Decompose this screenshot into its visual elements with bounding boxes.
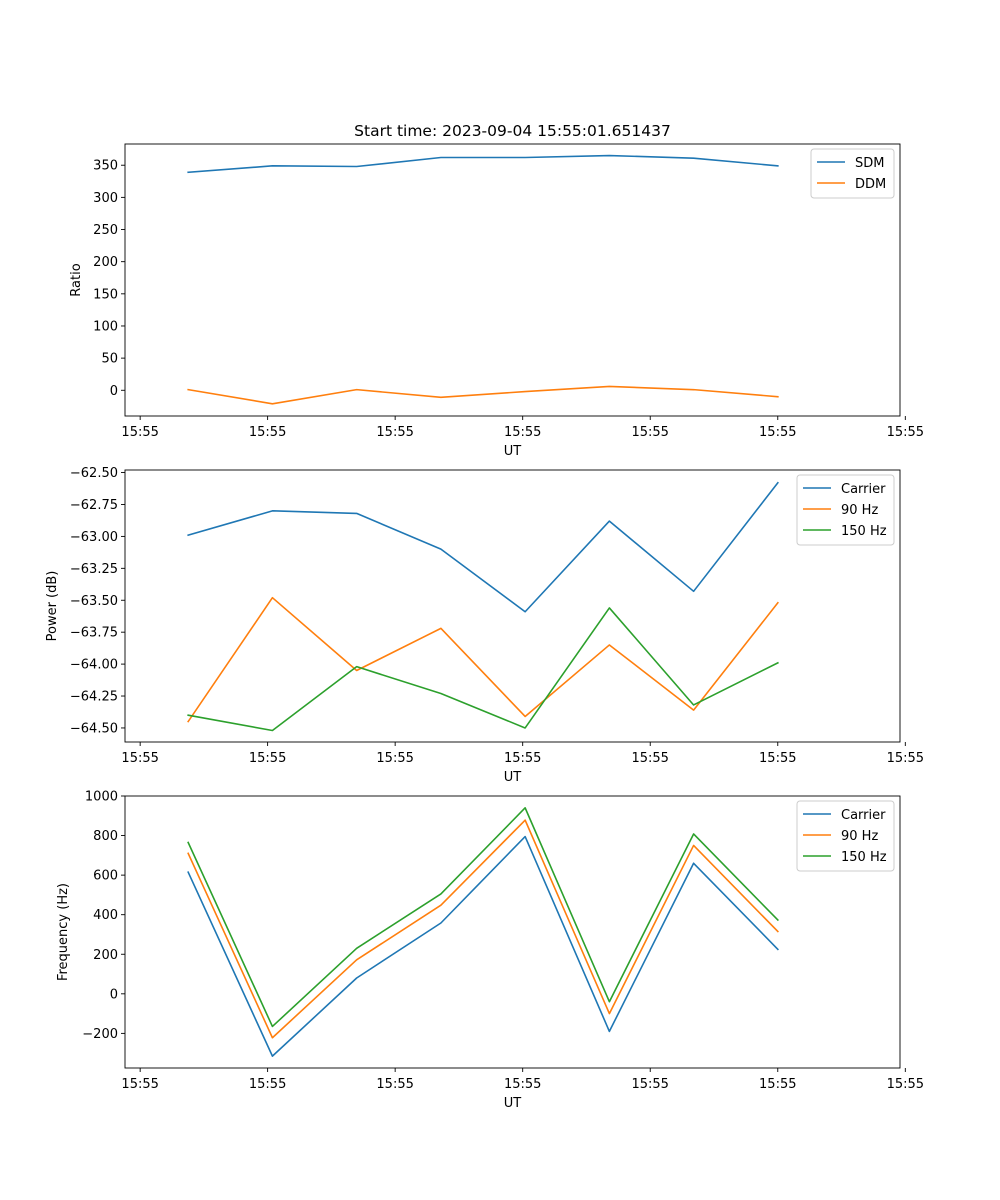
y-tick-label: 800	[93, 829, 118, 844]
y-tick-label: 200	[93, 255, 118, 270]
x-axis-label: UT	[504, 770, 522, 785]
legend-label: Carrier	[841, 808, 886, 823]
legend: Carrier 90 Hz 150 Hz	[796, 800, 895, 872]
x-tick-label: 15:55	[759, 425, 796, 440]
x-tick-label: 15:55	[887, 1077, 924, 1092]
chart-panel-3: 15:5515:5515:5515:5515:5515:5515:5515:56…	[56, 790, 924, 1112]
y-tick-label: −63.50	[70, 594, 118, 609]
x-tick-label: 15:55	[504, 425, 541, 440]
y-axis-label: Frequency (Hz)	[56, 883, 71, 981]
x-tick-label: 15:55	[887, 751, 924, 766]
legend-label: SDM	[855, 156, 884, 171]
y-axis-label: Power (dB)	[45, 571, 60, 642]
x-tick-label: 15:55	[376, 751, 413, 766]
chart-panel-1: Start time: 2023-09-04 15:55:01.651437 15…	[69, 122, 924, 459]
y-tick-label: 250	[93, 223, 118, 238]
x-tick-label: 15:55	[631, 751, 668, 766]
chart-title: Start time: 2023-09-04 15:55:01.651437	[354, 122, 671, 140]
x-tick-label: 15:55	[121, 1077, 158, 1092]
y-tick-label: 350	[93, 159, 118, 174]
y-tick-label: −63.75	[70, 626, 118, 641]
legend-label: 90 Hz	[841, 829, 878, 844]
legend-label: 150 Hz	[841, 850, 887, 865]
legend-label: DDM	[855, 177, 886, 192]
y-tick-label: 0	[110, 384, 118, 399]
series-line-90-hz	[187, 819, 779, 1039]
y-tick-label: −200	[82, 1027, 118, 1042]
y-tick-label: 200	[93, 948, 118, 963]
x-tick-label: 15:55	[759, 751, 796, 766]
x-tick-label: 15:55	[631, 425, 668, 440]
legend: SDM DDM	[810, 148, 895, 199]
y-tick-label: 0	[110, 987, 118, 1002]
legend-frame	[796, 800, 895, 872]
y-tick-label: −64.25	[70, 690, 118, 705]
y-tick-label: 100	[93, 319, 118, 334]
series-line-90-hz	[187, 596, 779, 723]
legend-label: 90 Hz	[841, 503, 878, 518]
plot-area-frame	[124, 469, 901, 743]
series-line-150-hz	[187, 807, 779, 1028]
x-tick-label: 15:55	[249, 425, 286, 440]
legend-frame	[796, 474, 895, 546]
y-tick-label: −64.50	[70, 721, 118, 736]
x-tick-label: 15:55	[504, 751, 541, 766]
y-tick-label: −63.00	[70, 530, 118, 545]
series-line-carrier	[187, 835, 779, 1057]
legend: Carrier 90 Hz 150 Hz	[796, 474, 895, 546]
y-tick-label: 1000	[85, 790, 118, 805]
series-line-sdm	[187, 154, 779, 174]
x-tick-label: 15:55	[376, 1077, 413, 1092]
y-tick-label: 300	[93, 191, 118, 206]
y-axis-label: Ratio	[69, 263, 84, 296]
y-tick-label: −64.00	[70, 658, 118, 673]
x-tick-label: 15:55	[121, 751, 158, 766]
y-tick-label: 400	[93, 908, 118, 923]
series-line-ddm	[187, 385, 779, 405]
x-tick-label: 15:55	[887, 425, 924, 440]
y-tick-label: −62.50	[70, 466, 118, 481]
x-axis-label: UT	[504, 1096, 522, 1111]
x-tick-label: 15:55	[249, 751, 286, 766]
series-line-carrier	[187, 481, 779, 613]
series-line-150-hz	[187, 607, 779, 732]
x-tick-label: 15:55	[249, 1077, 286, 1092]
x-tick-label: 15:55	[504, 1077, 541, 1092]
y-tick-label: 150	[93, 287, 118, 302]
x-axis-label: UT	[504, 444, 522, 459]
x-tick-label: 15:55	[121, 425, 158, 440]
x-tick-label: 15:55	[759, 1077, 796, 1092]
y-tick-label: 50	[101, 352, 118, 367]
chart-panel-2: 15:5515:5515:5515:5515:5515:5515:5515:56…	[45, 466, 924, 785]
x-tick-label: 15:55	[631, 1077, 668, 1092]
plot-area-frame	[124, 795, 901, 1069]
legend-label: Carrier	[841, 482, 886, 497]
y-tick-label: −62.75	[70, 498, 118, 513]
legend-label: 150 Hz	[841, 524, 887, 539]
plot-area-frame	[124, 143, 901, 417]
y-tick-label: −63.25	[70, 562, 118, 577]
y-tick-label: 600	[93, 869, 118, 884]
x-tick-label: 15:55	[376, 425, 413, 440]
